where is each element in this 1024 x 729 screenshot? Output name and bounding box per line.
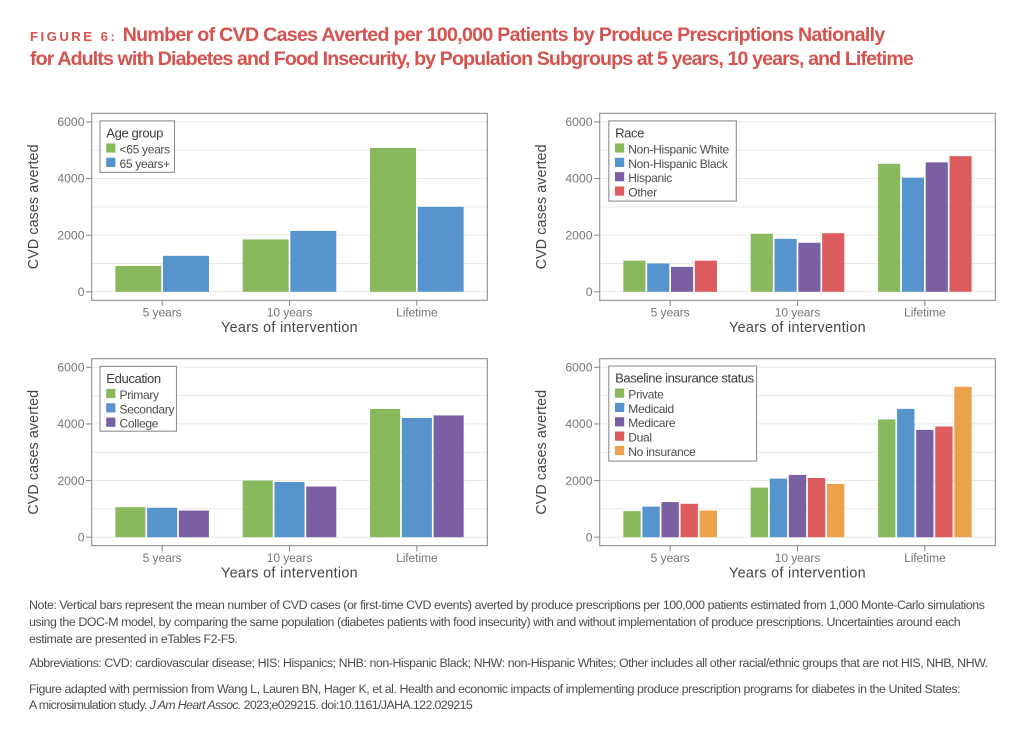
svg-text:5 years: 5 years xyxy=(143,306,182,320)
svg-text:0: 0 xyxy=(78,285,85,299)
svg-text:Lifetime: Lifetime xyxy=(396,551,438,565)
svg-text:Baseline insurance status: Baseline insurance status xyxy=(615,371,755,386)
svg-text:Years of intervention: Years of intervention xyxy=(729,565,866,581)
svg-text:Age group: Age group xyxy=(106,126,163,141)
svg-text:Medicare: Medicare xyxy=(628,416,676,430)
svg-text:CVD cases averted: CVD cases averted xyxy=(26,144,42,269)
svg-text:6000: 6000 xyxy=(565,360,592,374)
svg-text:Race: Race xyxy=(615,126,644,141)
svg-text:No insurance: No insurance xyxy=(628,445,696,459)
svg-text:65 years+: 65 years+ xyxy=(120,157,171,171)
svg-text:4000: 4000 xyxy=(57,172,84,186)
svg-text:2000: 2000 xyxy=(565,474,592,488)
svg-text:Medicaid: Medicaid xyxy=(628,402,674,416)
svg-text:2000: 2000 xyxy=(565,228,592,242)
svg-text:Dual: Dual xyxy=(628,431,651,445)
svg-text:5 years: 5 years xyxy=(651,551,690,565)
svg-text:Private: Private xyxy=(628,388,664,402)
svg-text:10 years: 10 years xyxy=(775,306,821,320)
svg-text:2000: 2000 xyxy=(57,228,84,242)
svg-text:5 years: 5 years xyxy=(143,551,182,565)
svg-text:6000: 6000 xyxy=(57,360,84,374)
svg-text:Non-Hispanic White: Non-Hispanic White xyxy=(628,142,729,156)
svg-text:Primary: Primary xyxy=(120,388,160,402)
svg-text:Lifetime: Lifetime xyxy=(904,551,946,565)
svg-text:0: 0 xyxy=(78,530,85,544)
svg-text:5 years: 5 years xyxy=(651,306,690,320)
svg-text:Lifetime: Lifetime xyxy=(904,306,946,320)
svg-text:4000: 4000 xyxy=(565,172,592,186)
svg-text:2000: 2000 xyxy=(57,474,84,488)
svg-text:Secondary: Secondary xyxy=(120,402,175,416)
svg-text:Years of intervention: Years of intervention xyxy=(729,320,866,336)
svg-text:10 years: 10 years xyxy=(267,306,313,320)
svg-text:6000: 6000 xyxy=(57,115,84,129)
svg-text:CVD cases averted: CVD cases averted xyxy=(534,390,550,515)
svg-text:Education: Education xyxy=(106,371,161,386)
svg-text:<65 years: <65 years xyxy=(120,142,171,156)
svg-text:Years of intervention: Years of intervention xyxy=(221,565,358,581)
svg-text:10 years: 10 years xyxy=(775,551,821,565)
svg-text:0: 0 xyxy=(586,285,593,299)
svg-text:CVD cases averted: CVD cases averted xyxy=(26,390,42,515)
svg-text:Years of intervention: Years of intervention xyxy=(221,320,358,336)
svg-text:4000: 4000 xyxy=(57,417,84,431)
svg-text:0: 0 xyxy=(586,530,593,544)
svg-text:CVD cases averted: CVD cases averted xyxy=(534,144,550,269)
svg-text:6000: 6000 xyxy=(565,115,592,129)
svg-text:Hispanic: Hispanic xyxy=(628,171,672,185)
svg-text:Lifetime: Lifetime xyxy=(396,306,438,320)
svg-text:College: College xyxy=(120,417,159,431)
svg-text:Other: Other xyxy=(628,185,657,199)
svg-text:4000: 4000 xyxy=(565,417,592,431)
svg-text:10 years: 10 years xyxy=(267,551,313,565)
svg-text:Non-Hispanic Black: Non-Hispanic Black xyxy=(628,157,729,171)
